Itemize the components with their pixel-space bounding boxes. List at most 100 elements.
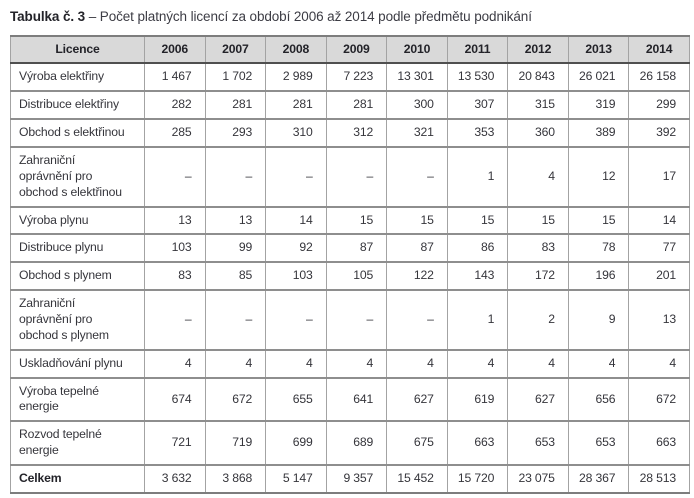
- value-cell: 321: [386, 118, 448, 147]
- value-cell: 319: [567, 90, 630, 120]
- table-row: Zahraniční oprávnění pro obchod s plynem…: [10, 289, 690, 350]
- row-label: Celkem: [10, 464, 145, 494]
- value-cell: 653: [567, 420, 630, 466]
- value-cell: 4: [144, 348, 206, 378]
- column-header-year-2013: 2013: [567, 34, 630, 65]
- value-cell: 87: [386, 233, 448, 263]
- row-label: Obchod s elektřinou: [10, 118, 145, 147]
- value-cell: 699: [265, 420, 327, 466]
- value-cell: 122: [386, 261, 448, 291]
- value-cell: 299: [628, 90, 690, 120]
- value-cell: 3 632: [144, 464, 206, 494]
- value-cell: 656: [567, 376, 630, 422]
- value-cell: 689: [325, 420, 388, 466]
- value-cell: 26 158: [628, 62, 690, 92]
- value-cell: 13: [204, 205, 267, 235]
- row-label: Distribuce elektřiny: [10, 90, 145, 120]
- value-cell: 663: [628, 420, 690, 466]
- value-cell: 4: [567, 348, 630, 378]
- value-cell: 360: [507, 118, 569, 147]
- value-cell: 143: [446, 261, 509, 291]
- value-cell: 641: [325, 376, 388, 422]
- row-label: Uskladňování plynu: [10, 348, 145, 378]
- value-cell: 1 702: [204, 62, 267, 92]
- value-cell: 1 467: [144, 62, 206, 92]
- value-cell: 15: [386, 205, 448, 235]
- value-cell: 353: [446, 118, 509, 147]
- value-cell: 619: [446, 376, 509, 422]
- table-header: Licence 2006 2007 2008 2009 2010 2011 2012 2013 2…: [10, 34, 690, 65]
- value-cell: 172: [507, 261, 569, 291]
- column-header-licence: Licence: [10, 34, 145, 65]
- table-row: Celkem 3 632 3 868 5 147 9 357 15 452 15 720 23…: [10, 464, 690, 494]
- table-row: Obchod s plynem 83 85 103 105 122 143 172 196 201: [10, 261, 690, 291]
- value-cell: 15: [567, 205, 630, 235]
- table-caption: Tabulka č. 3 – Počet platných licencí za…: [0, 0, 694, 26]
- value-cell: –: [144, 289, 206, 350]
- value-cell: 4: [446, 348, 509, 378]
- value-cell: 281: [204, 90, 267, 120]
- row-label: Výroba tepelné energie: [10, 376, 145, 422]
- value-cell: 17: [628, 145, 690, 207]
- column-header-year-2014: 2014: [628, 34, 690, 65]
- table-row: Zahraniční oprávnění pro obchod s elektř…: [10, 145, 690, 207]
- table-row: Výroba plynu 13 13 14 15 15 15 15 15 14: [10, 205, 690, 235]
- value-cell: 92: [265, 233, 327, 263]
- value-cell: –: [204, 145, 267, 207]
- value-cell: 3 868: [204, 464, 267, 494]
- value-cell: 300: [386, 90, 448, 120]
- table-caption-number: Tabulka č. 3: [10, 9, 86, 24]
- value-cell: 99: [204, 233, 267, 263]
- value-cell: –: [204, 289, 267, 350]
- value-cell: 87: [325, 233, 388, 263]
- value-cell: 285: [144, 118, 206, 147]
- value-cell: 14: [265, 205, 327, 235]
- license-table: Licence 2006 2007 2008 2009 2010 2011 2012 2013 2…: [10, 34, 690, 494]
- value-cell: 281: [265, 90, 327, 120]
- value-cell: 293: [204, 118, 267, 147]
- value-cell: 85: [204, 261, 267, 291]
- value-cell: 13 301: [386, 62, 448, 92]
- value-cell: 13 530: [446, 62, 509, 92]
- value-cell: 282: [144, 90, 206, 120]
- value-cell: 196: [567, 261, 630, 291]
- table-row: Výroba tepelné energie 674 672 655 641 627 619…: [10, 376, 690, 422]
- column-header-year-2008: 2008: [265, 34, 327, 65]
- value-cell: 15 720: [446, 464, 509, 494]
- value-cell: 103: [265, 261, 327, 291]
- value-cell: 5 147: [265, 464, 327, 494]
- row-label: Výroba plynu: [10, 205, 145, 235]
- value-cell: –: [325, 289, 388, 350]
- column-header-year-2006: 2006: [144, 34, 206, 65]
- value-cell: 28 513: [628, 464, 690, 494]
- value-cell: –: [265, 289, 327, 350]
- row-label: Výroba elektřiny: [10, 62, 145, 92]
- value-cell: 4: [507, 348, 569, 378]
- value-cell: 719: [204, 420, 267, 466]
- value-cell: 672: [204, 376, 267, 422]
- value-cell: 310: [265, 118, 327, 147]
- value-cell: –: [265, 145, 327, 207]
- value-cell: 28 367: [567, 464, 630, 494]
- value-cell: 2 989: [265, 62, 327, 92]
- value-cell: 15 452: [386, 464, 448, 494]
- value-cell: 675: [386, 420, 448, 466]
- value-cell: –: [144, 145, 206, 207]
- column-header-year-2007: 2007: [204, 34, 267, 65]
- value-cell: 672: [628, 376, 690, 422]
- value-cell: 9 357: [325, 464, 388, 494]
- value-cell: 103: [144, 233, 206, 263]
- value-cell: 201: [628, 261, 690, 291]
- value-cell: 392: [628, 118, 690, 147]
- value-cell: 9: [567, 289, 630, 350]
- value-cell: 15: [325, 205, 388, 235]
- value-cell: 655: [265, 376, 327, 422]
- value-cell: 627: [507, 376, 569, 422]
- value-cell: 105: [325, 261, 388, 291]
- value-cell: 2: [507, 289, 569, 350]
- table-row: Rozvod tepelné energie 721 719 699 689 675 663…: [10, 420, 690, 466]
- value-cell: 12: [567, 145, 630, 207]
- value-cell: –: [386, 289, 448, 350]
- value-cell: 13: [628, 289, 690, 350]
